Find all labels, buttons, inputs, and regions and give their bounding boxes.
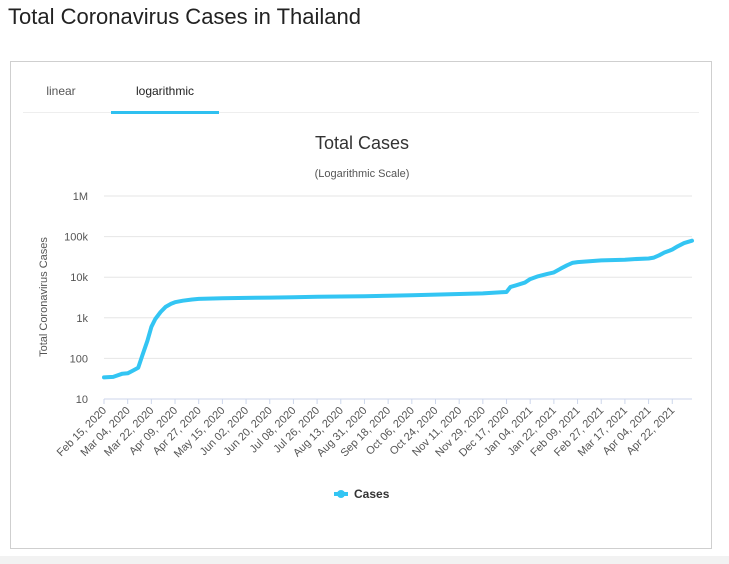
chart-title: Total Cases (315, 133, 409, 153)
series-line-cases[interactable] (102, 238, 694, 380)
legend-marker (337, 490, 345, 498)
tab-logarithmic[interactable]: logarithmic (111, 76, 219, 114)
scale-tabs: linear logarithmic (23, 76, 699, 114)
y-axis-title: Total Coronavirus Cases (38, 237, 50, 357)
bottom-strip (0, 556, 729, 564)
y-tick-label: 10k (70, 272, 88, 284)
series-cases (102, 238, 694, 380)
chart-subtitle: (Logarithmic Scale) (315, 168, 410, 180)
grid-lines (104, 195, 692, 400)
y-tick-label: 100k (64, 232, 88, 244)
y-tick-label: 1M (73, 191, 88, 203)
chart-panel: linear logarithmic (10, 61, 712, 549)
y-axis-ticks: 10 100 1k 10k 100k 1M (64, 191, 88, 406)
legend[interactable]: Cases (334, 487, 390, 501)
y-tick-label: 100 (70, 353, 88, 365)
tab-linear[interactable]: linear (46, 84, 76, 98)
page-title: Total Coronavirus Cases in Thailand (8, 4, 361, 29)
y-tick-label: 1k (76, 313, 88, 325)
y-tick-label: 10 (76, 394, 88, 406)
legend-label-cases: Cases (354, 487, 390, 501)
